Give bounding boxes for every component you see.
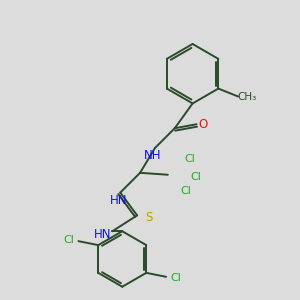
Text: O: O <box>199 118 208 131</box>
Text: Cl: Cl <box>171 273 182 283</box>
Text: Cl: Cl <box>63 235 74 245</box>
Text: NH: NH <box>144 149 162 162</box>
Text: HN: HN <box>110 194 127 207</box>
Text: Cl: Cl <box>184 154 195 164</box>
Text: Cl: Cl <box>180 186 191 196</box>
Text: Cl: Cl <box>190 172 201 182</box>
Text: HN: HN <box>94 228 111 241</box>
Text: CH₃: CH₃ <box>237 92 257 103</box>
Text: S: S <box>145 211 153 224</box>
